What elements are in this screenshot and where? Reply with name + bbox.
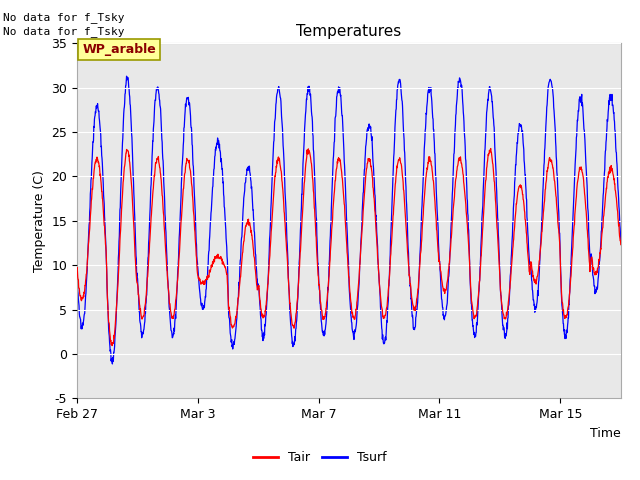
Legend: Tair, Tsurf: Tair, Tsurf	[248, 446, 392, 469]
X-axis label: Time: Time	[590, 427, 621, 440]
Title: Temperatures: Temperatures	[296, 24, 401, 39]
Text: No data for f_Tsky: No data for f_Tsky	[3, 12, 125, 23]
Text: WP_arable: WP_arable	[82, 43, 156, 56]
Text: No data for f_Tsky: No data for f_Tsky	[3, 26, 125, 37]
Y-axis label: Temperature (C): Temperature (C)	[33, 170, 45, 272]
